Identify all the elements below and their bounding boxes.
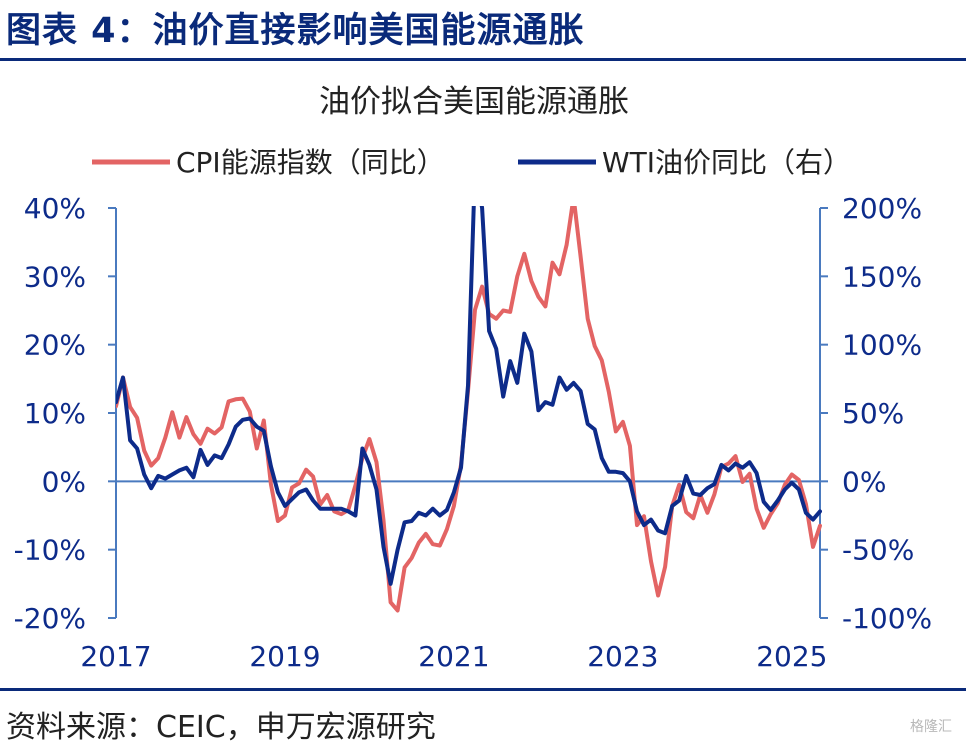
- x-tick-label: 2023: [587, 640, 658, 673]
- left-tick-label: -20%: [14, 602, 86, 635]
- bottom-divider: [0, 688, 966, 691]
- top-divider: [0, 58, 966, 61]
- x-tick-label: 2017: [80, 640, 151, 673]
- right-tick-label: -100%: [842, 602, 932, 635]
- legend-label-cpi: CPI能源指数（同比）: [176, 146, 445, 179]
- line-chart: 油价拟合美国能源通胀 CPI能源指数（同比） WTI油价同比（右） 40% 30%…: [14, 84, 933, 673]
- left-tick-label: 20%: [24, 329, 86, 362]
- x-tick-label: 2019: [249, 640, 320, 673]
- right-tick-label: 100%: [842, 329, 922, 362]
- left-tick-label: 40%: [24, 192, 86, 225]
- left-tick-label: 0%: [42, 465, 86, 498]
- right-tick-label: 50%: [842, 397, 904, 430]
- legend: CPI能源指数（同比） WTI油价同比（右）: [92, 146, 851, 179]
- axes: 40% 30% 20% 10% 0% -10% -20% 200% 150% 100% 50% 0% -…: [14, 192, 933, 673]
- left-tick-label: 30%: [24, 260, 86, 293]
- legend-label-wti: WTI油价同比（右）: [602, 146, 851, 179]
- left-tick-label: -10%: [14, 534, 86, 567]
- watermark: 格隆汇: [910, 719, 952, 735]
- figure-title: 图表 4：油价直接影响美国能源通胀: [6, 11, 585, 51]
- left-tick-label: 10%: [24, 397, 86, 430]
- chart-title: 油价拟合美国能源通胀: [319, 84, 629, 120]
- right-tick-label: 200%: [842, 192, 922, 225]
- right-tick-label: -50%: [842, 534, 914, 567]
- right-tick-label: 0%: [842, 465, 886, 498]
- plot-area: [116, 206, 822, 613]
- source-note: 资料来源：CEIC，申万宏源研究: [6, 710, 436, 745]
- x-tick-label: 2021: [418, 640, 489, 673]
- right-tick-label: 150%: [842, 260, 922, 293]
- x-tick-label: 2025: [756, 640, 827, 673]
- series-line-wti-oil: [116, 206, 822, 586]
